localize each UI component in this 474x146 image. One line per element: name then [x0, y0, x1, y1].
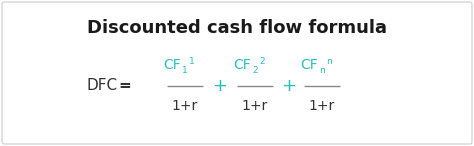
Text: 1: 1	[182, 66, 188, 75]
Text: 1+r: 1+r	[172, 99, 198, 113]
Text: CF: CF	[163, 58, 181, 72]
Text: CF: CF	[233, 58, 251, 72]
Text: 1: 1	[189, 57, 195, 66]
Text: +: +	[281, 77, 296, 95]
Text: 1+r: 1+r	[242, 99, 268, 113]
FancyBboxPatch shape	[2, 2, 472, 144]
Text: 2: 2	[252, 66, 258, 75]
Text: DFC: DFC	[87, 79, 118, 93]
Text: n: n	[326, 57, 332, 66]
Text: +: +	[212, 77, 228, 95]
Text: 2: 2	[259, 57, 264, 66]
Text: 1+r: 1+r	[309, 99, 335, 113]
Text: n: n	[319, 66, 325, 75]
Text: Discounted cash flow formula: Discounted cash flow formula	[87, 19, 387, 37]
Text: CF: CF	[300, 58, 318, 72]
Text: =: =	[118, 79, 131, 93]
